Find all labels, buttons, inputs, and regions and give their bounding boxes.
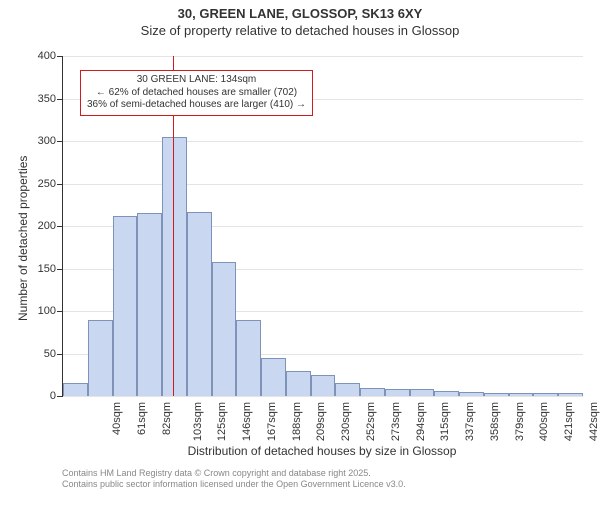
gridline [63,396,583,397]
xtick-label: 252sqm [365,402,377,441]
xtick-label: 61sqm [136,402,148,435]
xtick-label: 146sqm [241,402,253,441]
histogram-bar [459,392,484,396]
xtick-label: 337sqm [464,402,476,441]
callout-line3-text: 36% of semi-detached houses are larger (… [87,99,296,110]
ytick-mark [57,56,62,57]
ytick-label: 400 [16,50,56,62]
ytick-label: 0 [16,390,56,402]
subject-callout: 30 GREEN LANE: 134sqm ← 62% of detached … [80,70,313,116]
ytick-label: 100 [16,305,56,317]
histogram-bar [88,320,113,397]
histogram-bar [410,389,435,396]
histogram-bar [558,393,583,396]
footnote-line2: Contains public sector information licen… [62,479,406,490]
histogram-bar [137,213,162,396]
ytick-mark [57,184,62,185]
histogram-bar [212,262,237,396]
xtick-label: 230sqm [340,402,352,441]
histogram-bar [261,358,286,396]
chart-title-line2: Size of property relative to detached ho… [0,23,600,38]
histogram-bar [187,212,212,396]
footnote: Contains HM Land Registry data © Crown c… [62,468,406,491]
xtick-label: 273sqm [390,402,402,441]
histogram-bar [335,383,360,396]
ytick-label: 200 [16,220,56,232]
xtick-label: 294sqm [415,402,427,441]
histogram-bar [236,320,261,397]
footnote-line1: Contains HM Land Registry data © Crown c… [62,468,406,479]
xtick-label: 103sqm [192,402,204,441]
xtick-label: 379sqm [514,402,526,441]
ytick-mark [57,141,62,142]
xtick-label: 442sqm [588,402,600,441]
arrow-right-icon: → [296,99,306,110]
ytick-label: 250 [16,178,56,190]
ytick-label: 300 [16,135,56,147]
histogram-bar [509,393,534,396]
gridline [63,56,583,57]
xtick-label: 167sqm [266,402,278,441]
callout-line3: 36% of semi-detached houses are larger (… [87,99,306,112]
ytick-label: 50 [16,348,56,360]
xtick-label: 358sqm [489,402,501,441]
callout-line2: ← 62% of detached houses are smaller (70… [87,87,306,100]
ytick-label: 150 [16,263,56,275]
xtick-label: 125sqm [217,402,229,441]
ytick-mark [57,226,62,227]
histogram-bar [311,375,336,396]
histogram-bar [434,391,459,396]
histogram-bar [63,383,88,396]
xtick-label: 315sqm [439,402,451,441]
xtick-label: 421sqm [563,402,575,441]
chart-title-line1: 30, GREEN LANE, GLOSSOP, SK13 6XY [0,6,600,21]
xtick-label: 400sqm [538,402,550,441]
histogram-bar [113,216,138,396]
gridline [63,141,583,142]
ytick-mark [57,396,62,397]
ytick-label: 350 [16,93,56,105]
xtick-label: 188sqm [291,402,303,441]
histogram-bar [533,393,558,396]
chart-container: 30, GREEN LANE, GLOSSOP, SK13 6XY Size o… [0,6,600,506]
ytick-mark [57,99,62,100]
x-axis-title: Distribution of detached houses by size … [62,444,582,458]
histogram-bar [286,371,311,397]
gridline [63,184,583,185]
ytick-mark [57,311,62,312]
arrow-left-icon: ← [96,87,106,98]
ytick-mark [57,269,62,270]
xtick-label: 209sqm [316,402,328,441]
histogram-bar [385,389,410,396]
xtick-label: 40sqm [111,402,123,435]
histogram-bar [162,137,187,396]
histogram-bar [484,393,509,396]
xtick-label: 82sqm [161,402,173,435]
callout-line1: 30 GREEN LANE: 134sqm [87,74,306,87]
callout-line2-text: 62% of detached houses are smaller (702) [106,87,297,98]
ytick-mark [57,354,62,355]
histogram-bar [360,388,385,397]
